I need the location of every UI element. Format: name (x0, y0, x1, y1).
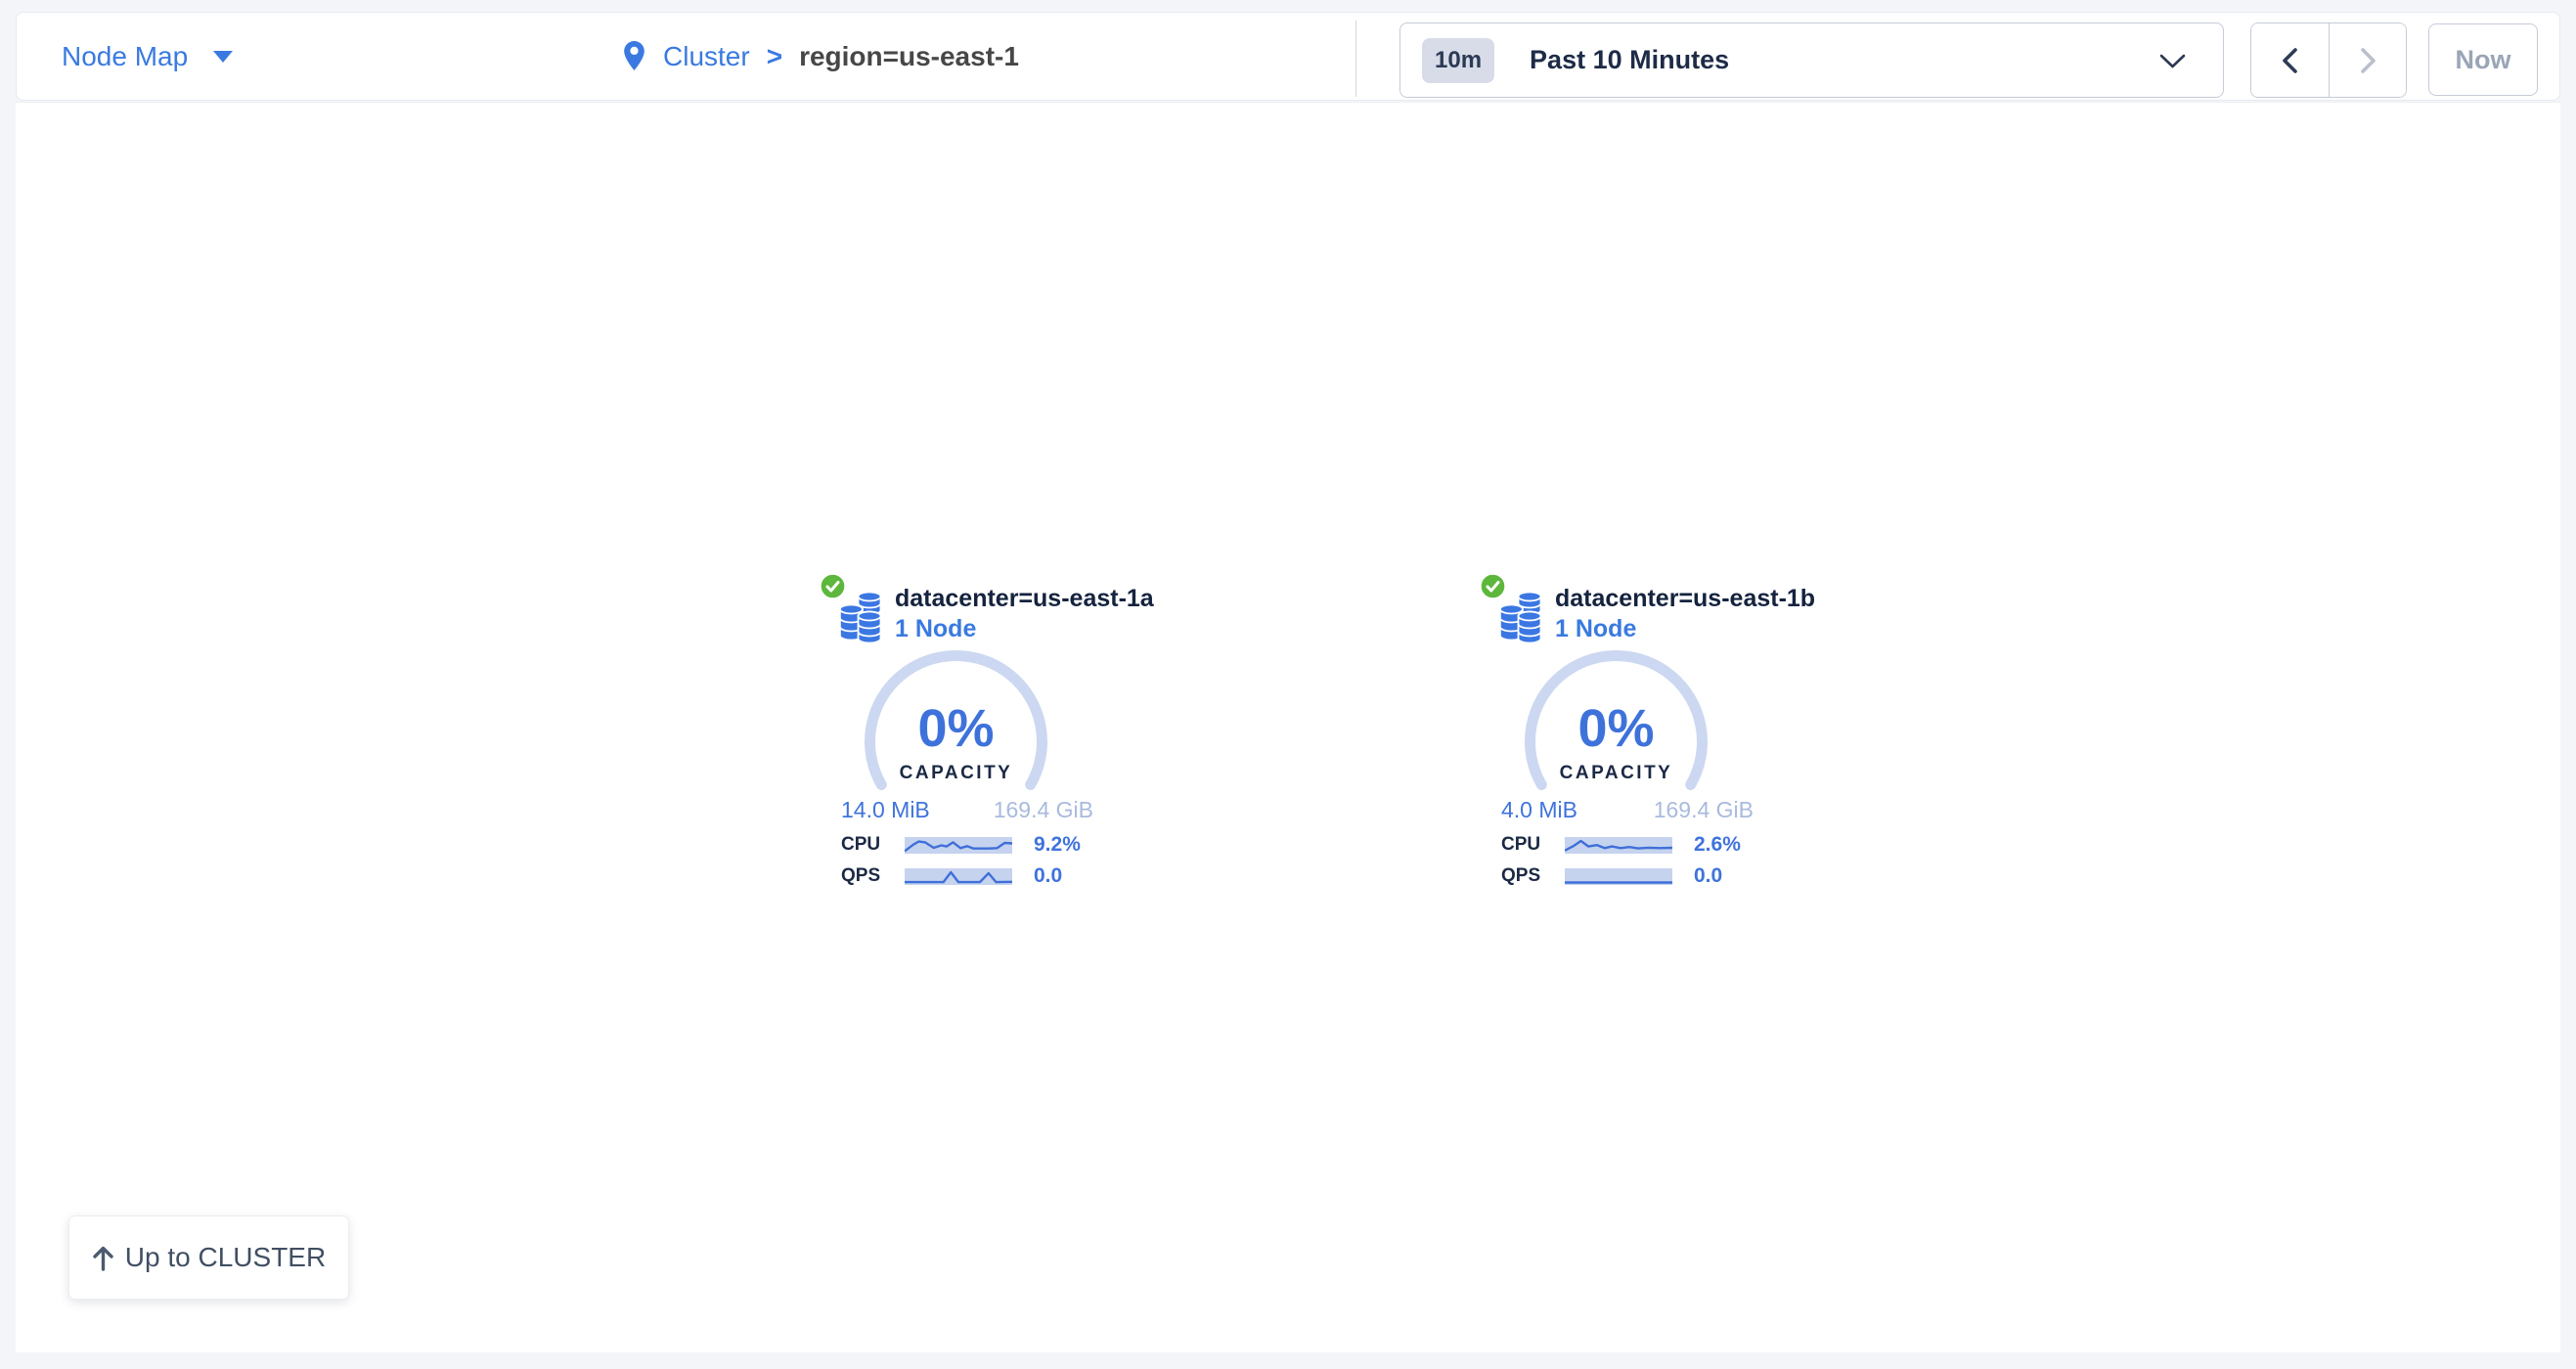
prev-time-button[interactable] (2251, 23, 2329, 97)
time-nav-group (2250, 22, 2407, 98)
chevron-right-icon (2361, 47, 2376, 73)
locality-card[interactable]: datacenter=us-east-1a 1 Node 0% CAPACITY… (800, 568, 1154, 901)
status-healthy-icon (820, 573, 846, 599)
capacity-gauge: 0% CAPACITY (1521, 646, 1711, 837)
metric-value: 2.6% (1694, 833, 1741, 856)
view-selector-label: Node Map (62, 40, 189, 71)
metric-row-qps: QPS 0.0 (1501, 864, 1754, 887)
capacity-label: CAPACITY (1559, 763, 1673, 783)
capacity-arc (1525, 649, 1708, 790)
chevron-left-icon (2282, 47, 2297, 73)
chevron-down-icon (2159, 54, 2186, 68)
databases-icon (1499, 591, 1542, 644)
header-divider (1355, 21, 1356, 97)
metric-value: 9.2% (1034, 833, 1081, 856)
metric-sparkline (1565, 836, 1672, 854)
capacity-percent: 0% (1577, 699, 1655, 758)
metric-sparkline (905, 836, 1012, 854)
metric-row-cpu: CPU 9.2% (841, 833, 1093, 856)
metric-row-qps: QPS 0.0 (841, 864, 1093, 887)
metric-sparkline (1565, 867, 1672, 885)
metric-row-cpu: CPU 2.6% (1501, 833, 1754, 856)
metric-value: 0.0 (1034, 864, 1063, 887)
caret-down-icon (213, 50, 234, 63)
capacity-arc (865, 649, 1047, 790)
capacity-used: 14.0 MiB (841, 797, 930, 822)
time-range-dropdown[interactable]: 10m Past 10 Minutes (1399, 22, 2224, 98)
view-selector-dropdown[interactable]: Node Map (62, 13, 234, 100)
locality-node-count: 1 Node (1555, 615, 1637, 642)
breadcrumb: Cluster > region=us-east-1 (622, 13, 1019, 100)
now-button[interactable]: Now (2428, 23, 2538, 96)
metric-label: CPU (841, 834, 881, 855)
locality-node-count: 1 Node (895, 615, 977, 642)
capacity-total: 169.4 GiB (1653, 797, 1754, 822)
up-button-label: Up to CLUSTER (124, 1242, 327, 1272)
time-range-label: Past 10 Minutes (1530, 45, 1730, 74)
capacity-percent: 0% (917, 699, 995, 758)
capacity-gauge: 0% CAPACITY (861, 646, 1051, 837)
metric-label: QPS (841, 865, 881, 886)
metric-label: CPU (1501, 834, 1541, 855)
locality-title: datacenter=us-east-1b (1555, 585, 1816, 612)
location-pin-icon (624, 41, 644, 70)
breadcrumb-cluster-link[interactable]: Cluster (663, 40, 750, 71)
status-healthy-icon (1480, 573, 1506, 599)
metric-value: 0.0 (1694, 864, 1723, 887)
up-to-cluster-button[interactable]: Up to CLUSTER (68, 1215, 349, 1300)
arrow-up-icon (93, 1246, 113, 1271)
locality-card[interactable]: datacenter=us-east-1b 1 Node 0% CAPACITY… (1460, 568, 1815, 901)
breadcrumb-current: region=us-east-1 (799, 40, 1019, 71)
locality-title: datacenter=us-east-1a (895, 585, 1154, 612)
capacity-label: CAPACITY (899, 763, 1013, 783)
time-range-badge: 10m (1422, 37, 1495, 83)
next-time-button[interactable] (2329, 23, 2406, 97)
metric-label: QPS (1501, 865, 1541, 886)
top-toolbar: Node Map Cluster > region=us-east-1 10m … (16, 12, 2560, 101)
node-map-canvas: datacenter=us-east-1a 1 Node 0% CAPACITY… (16, 102, 2560, 1352)
breadcrumb-separator: > (766, 40, 783, 71)
metric-sparkline (905, 867, 1012, 885)
databases-icon (839, 591, 882, 644)
capacity-total: 169.4 GiB (993, 797, 1093, 822)
capacity-used: 4.0 MiB (1501, 797, 1577, 822)
